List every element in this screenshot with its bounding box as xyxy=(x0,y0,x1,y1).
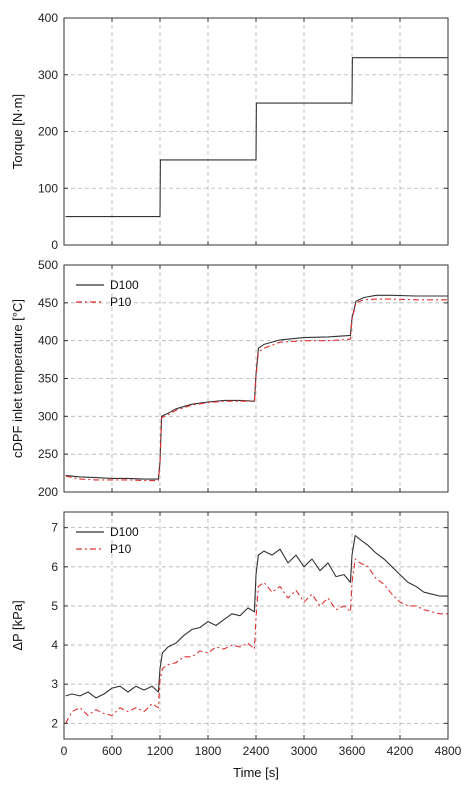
x-axis-label: Time [s] xyxy=(233,765,279,780)
y-tick-label: 200 xyxy=(38,125,58,139)
x-tick-label: 1200 xyxy=(147,744,174,758)
y-axis-label: ΔP [kPa] xyxy=(10,600,25,650)
y-tick-label: 3 xyxy=(51,677,58,691)
legend-label: D100 xyxy=(110,525,139,539)
y-tick-label: 400 xyxy=(38,11,58,25)
series-line-p10 xyxy=(65,558,448,724)
series-line-d100 xyxy=(65,294,448,480)
x-tick-label: 3000 xyxy=(291,744,318,758)
legend: D100 P10 xyxy=(76,525,139,556)
y-tick-label: 6 xyxy=(51,560,58,574)
y-tick-label: 250 xyxy=(38,447,58,461)
y-tick-label: 350 xyxy=(38,372,58,386)
x-tick-label: 3600 xyxy=(339,744,366,758)
y-tick-label: 500 xyxy=(38,258,58,272)
y-axis-label: cDPF inlet temperature [°C] xyxy=(10,299,25,458)
x-tick-label: 600 xyxy=(102,744,122,758)
y-tick-label: 200 xyxy=(38,485,58,499)
legend-label: P10 xyxy=(110,542,132,556)
y-tick-label: 4 xyxy=(51,638,58,652)
y-tick-label: 450 xyxy=(38,296,58,310)
y-tick-label: 300 xyxy=(38,409,58,423)
series-line-0 xyxy=(65,57,448,218)
y-tick-label: 2 xyxy=(51,716,58,730)
y-axis-label: Torque [N·m] xyxy=(10,94,25,169)
legend: D100 P10 xyxy=(76,278,139,309)
series-line-d100 xyxy=(65,534,448,699)
legend-label: D100 xyxy=(110,278,139,292)
legend-label: P10 xyxy=(110,295,132,309)
y-tick-label: 100 xyxy=(38,181,58,195)
series-line-p10 xyxy=(65,298,448,482)
pressure-drop-panel: 2 3 4 5 6 7 0 600 1200 1800 2400 3000 3600 4200 4800 ΔP… xyxy=(10,511,462,780)
x-tick-label: 4200 xyxy=(387,744,414,758)
temperature-panel: 200 250 300 350 400 450 500 cDPF inlet temperat… xyxy=(10,258,449,499)
y-tick-label: 5 xyxy=(51,599,58,613)
y-tick-label: 300 xyxy=(38,68,58,82)
x-tick-label: 2400 xyxy=(243,744,270,758)
x-tick-label: 0 xyxy=(61,744,68,758)
y-tick-label: 7 xyxy=(51,521,58,535)
x-tick-label: 4800 xyxy=(435,744,462,758)
torque-panel: 0 100 200 300 400 Torque [N·m] xyxy=(10,11,449,252)
x-tick-label: 1800 xyxy=(195,744,222,758)
y-tick-label: 0 xyxy=(51,238,58,252)
y-tick-label: 400 xyxy=(38,334,58,348)
